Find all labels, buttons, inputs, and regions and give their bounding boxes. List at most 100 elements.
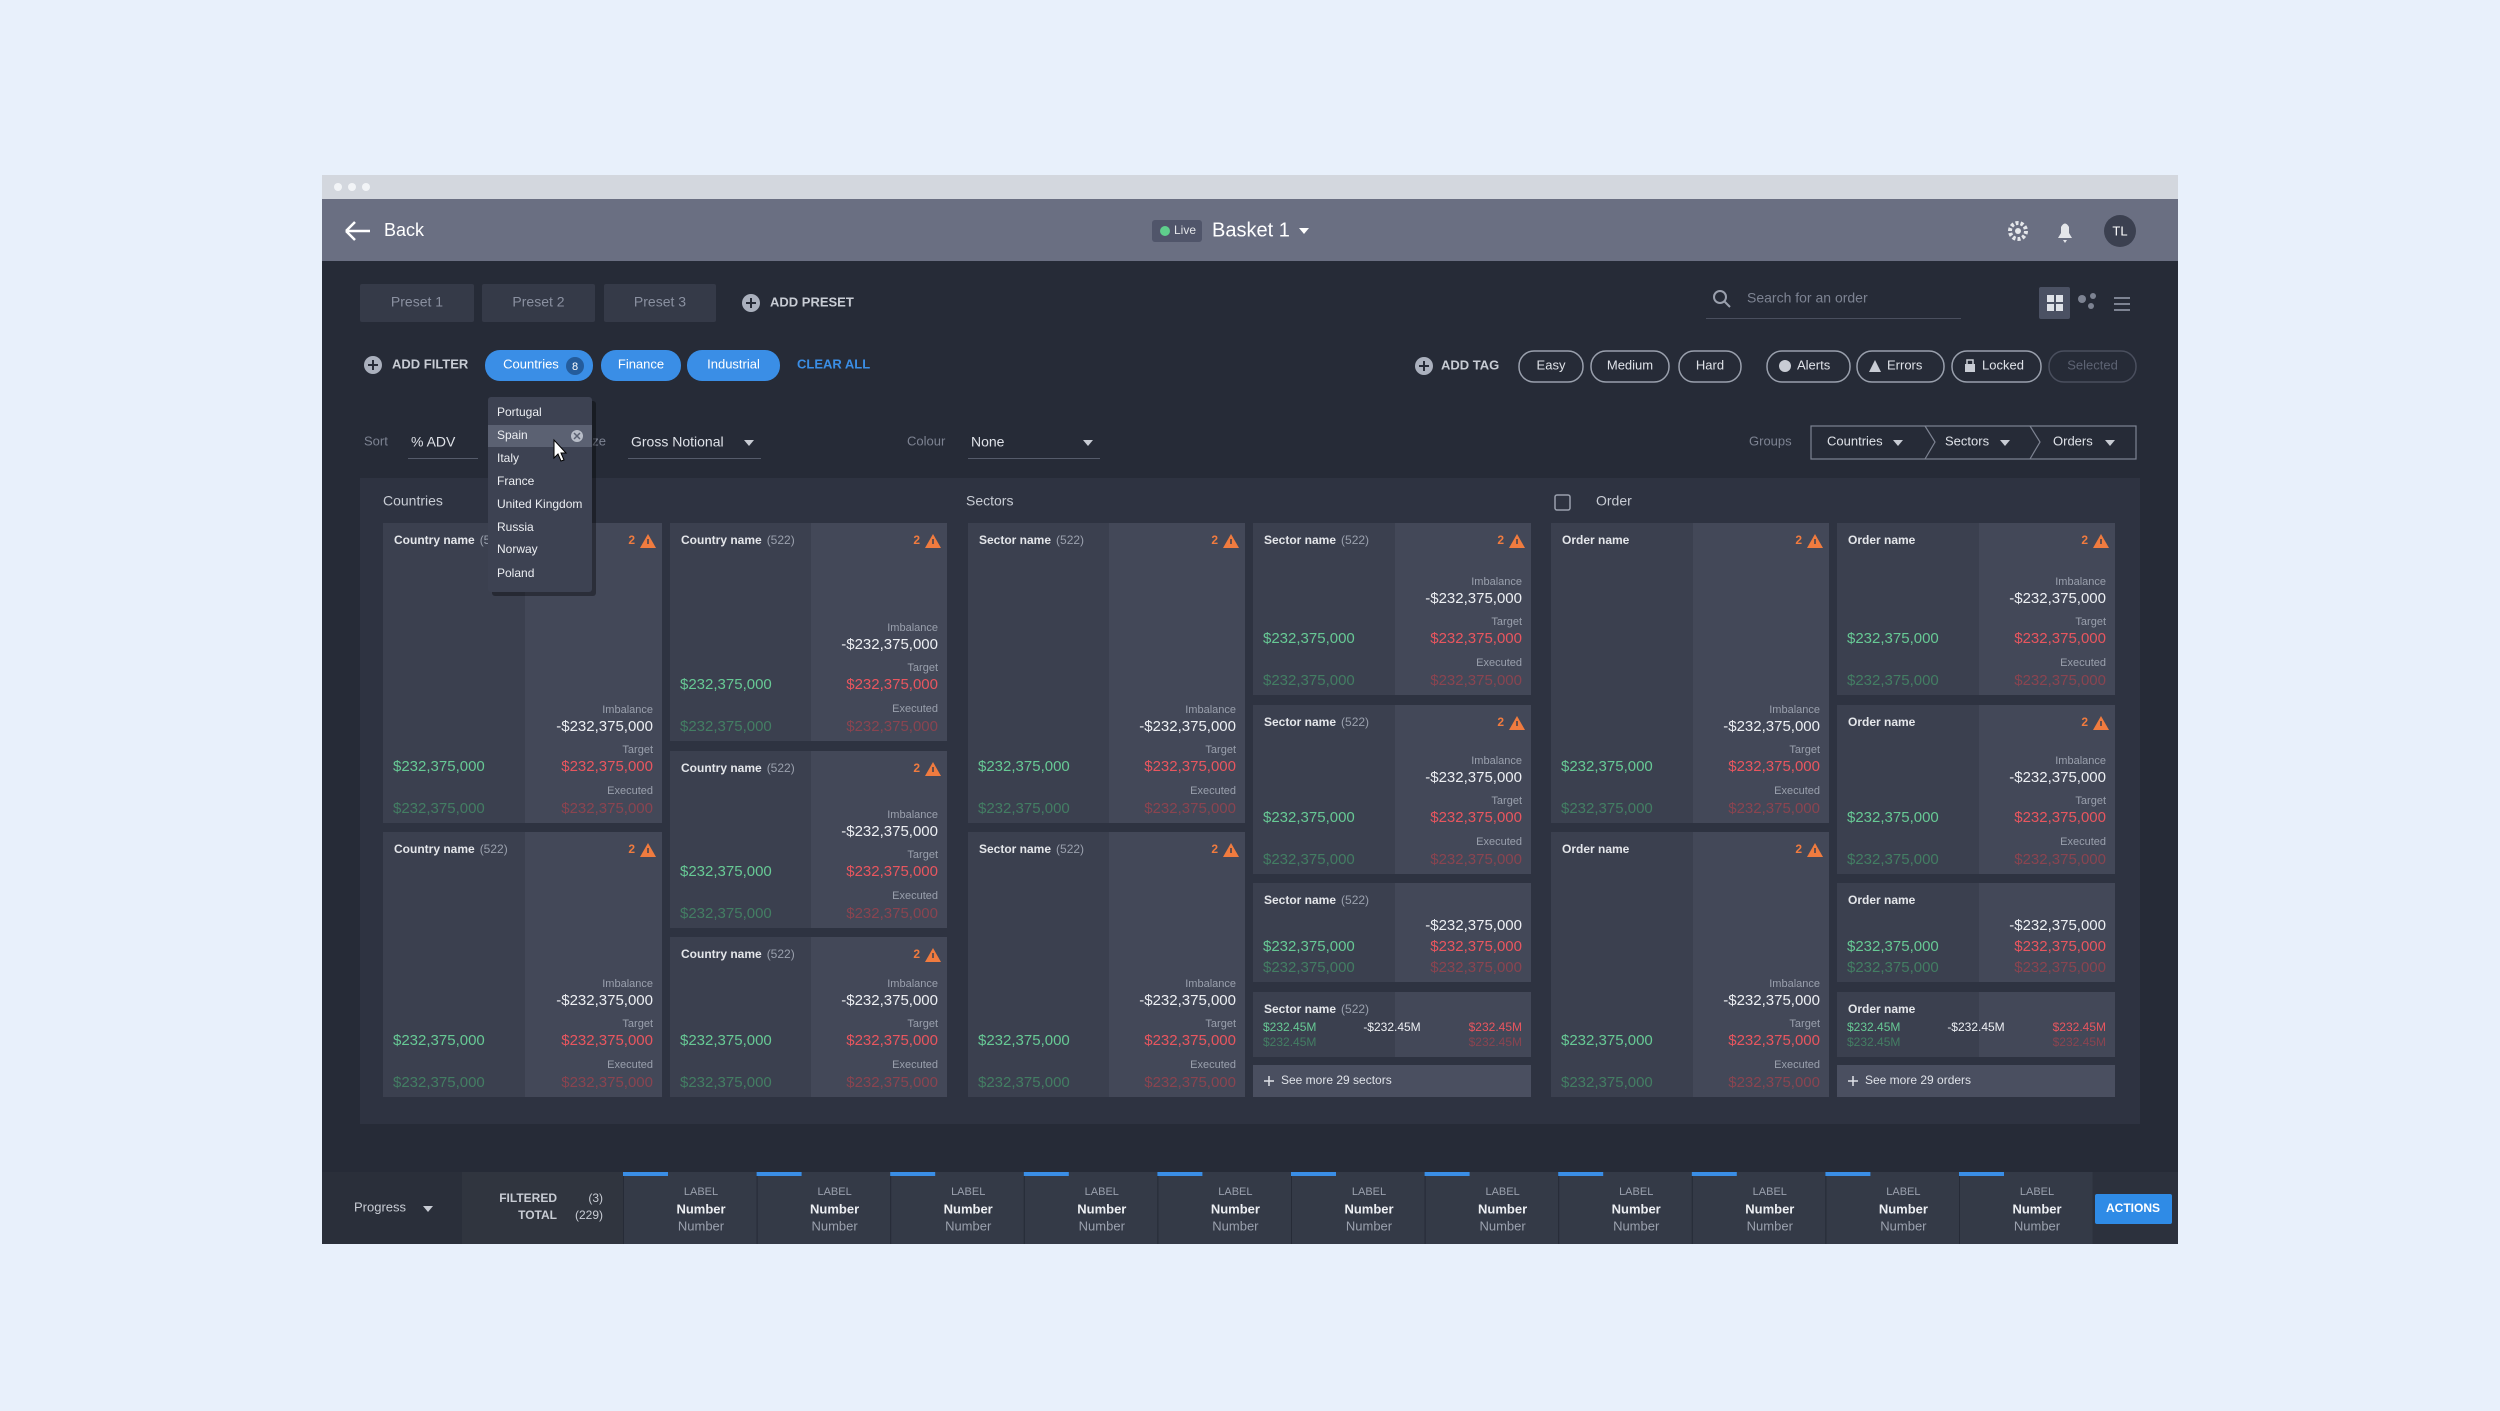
group-level[interactable]: Sectors: [1945, 433, 1990, 448]
card[interactable]: [1551, 832, 1693, 1097]
remove-x: [573, 432, 581, 440]
colour-select[interactable]: None: [971, 434, 1005, 450]
label: -$232,375,000: [1723, 718, 1820, 735]
text-part: Sector name: [979, 842, 1051, 856]
label: $232.45M: [2053, 1020, 2106, 1034]
lock-icon: [1965, 364, 1975, 372]
preset-tab[interactable]: [482, 284, 595, 322]
settings-icon[interactable]: [2008, 221, 2028, 241]
card[interactable]: [1837, 523, 1979, 695]
card-half: [1979, 523, 2115, 695]
cursor: [553, 438, 568, 462]
text-part: Order name: [1562, 533, 1630, 547]
dropdown-option[interactable]: France: [497, 474, 535, 488]
label[interactable]: ACTIONS: [2106, 1201, 2160, 1215]
search-input[interactable]: Search for an order: [1747, 290, 1868, 306]
card[interactable]: [670, 523, 811, 741]
label: $232.45M: [1469, 1035, 1522, 1049]
avatar[interactable]: [2104, 215, 2136, 247]
settings-hub: [2015, 228, 2021, 234]
add-tag[interactable]: ADD TAG: [1441, 357, 1499, 372]
dropdown-option[interactable]: Russia: [497, 520, 534, 534]
actions-button[interactable]: [2095, 1194, 2172, 1224]
label: $232,375,000: [1561, 758, 1653, 775]
status-pill[interactable]: [1856, 350, 1945, 383]
progress-select[interactable]: Progress: [354, 1199, 407, 1214]
back-link[interactable]: Back: [384, 220, 425, 240]
dropdown-option[interactable]: Poland: [497, 566, 534, 580]
filter-chip[interactable]: [485, 350, 593, 381]
basket-title[interactable]: Basket 1: [1212, 219, 1290, 241]
card[interactable]: [1837, 883, 1979, 982]
dropdown-item-selected: [488, 425, 592, 447]
card[interactable]: [1253, 992, 1395, 1057]
status-pill[interactable]: [2048, 350, 2137, 383]
status-pill[interactable]: [1766, 350, 1851, 383]
chip-count-badge: [566, 357, 584, 375]
see-more[interactable]: [1837, 1065, 2115, 1097]
select-underline: [628, 458, 761, 459]
label: -$232.45M: [1363, 1020, 1420, 1034]
filter-chip[interactable]: [687, 350, 780, 381]
see-more[interactable]: [1253, 1065, 1531, 1097]
preset-label[interactable]: Preset 3: [634, 294, 686, 310]
preset-tab[interactable]: [604, 284, 716, 322]
dropdown-option[interactable]: Spain: [497, 428, 528, 442]
card[interactable]: [670, 937, 811, 1097]
card[interactable]: [1837, 705, 1979, 874]
label: $232,375,000: [1561, 1074, 1653, 1091]
scatter-icon[interactable]: [2090, 293, 2096, 299]
dropdown-option[interactable]: United Kingdom: [497, 497, 582, 511]
card[interactable]: [670, 751, 811, 928]
status-pill[interactable]: [1951, 350, 2042, 383]
text-part: Order name: [1562, 842, 1630, 856]
tag-pill[interactable]: [1590, 350, 1670, 383]
label: Target: [1491, 616, 1522, 628]
label: Errors: [1887, 357, 1923, 372]
stat-divider: [1023, 1172, 1025, 1244]
see-more-label[interactable]: See more 29 sectors: [1281, 1073, 1392, 1087]
group-level[interactable]: Orders: [2053, 433, 2093, 448]
preset-tab[interactable]: [360, 284, 474, 322]
preset-label[interactable]: Preset 2: [512, 294, 564, 310]
dropdown-option[interactable]: Norway: [497, 542, 538, 556]
card[interactable]: [1253, 883, 1395, 982]
dropdown-option[interactable]: Italy: [497, 451, 519, 465]
scatter-icon[interactable]: [2078, 295, 2086, 303]
card[interactable]: [1253, 523, 1395, 695]
add-preset[interactable]: ADD PRESET: [770, 294, 854, 309]
see-more-label[interactable]: See more 29 orders: [1865, 1073, 1971, 1087]
tag-pill[interactable]: [1518, 350, 1584, 383]
grid-icon: [2047, 304, 2054, 311]
label: -$232,375,000: [1723, 992, 1820, 1009]
scatter-icon[interactable]: [2088, 303, 2094, 309]
card[interactable]: [968, 832, 1109, 1097]
dropdown-option[interactable]: Portugal: [497, 405, 542, 419]
label: Imbalance: [1769, 704, 1820, 716]
card[interactable]: [968, 523, 1109, 823]
card[interactable]: [1253, 705, 1395, 874]
preset-label[interactable]: Preset 1: [391, 294, 443, 310]
filter-chip[interactable]: [601, 350, 681, 381]
checkbox[interactable]: [1554, 494, 1571, 511]
stat-divider: [623, 1172, 624, 1244]
label: $232,375,000: [1263, 630, 1355, 647]
group-level[interactable]: Countries: [1827, 433, 1883, 448]
size-select[interactable]: Gross Notional: [631, 434, 724, 450]
label: $232,375,000: [561, 800, 653, 817]
tag-pill[interactable]: [1678, 350, 1742, 383]
add-filter[interactable]: ADD FILTER: [392, 356, 469, 371]
card[interactable]: [1837, 992, 1979, 1057]
stat-divider: [1424, 1172, 1426, 1244]
caret: [1893, 440, 1903, 446]
card[interactable]: [1551, 523, 1693, 823]
view-toggle-active[interactable]: [2039, 287, 2070, 319]
card[interactable]: [383, 832, 525, 1097]
sort-select[interactable]: % ADV: [411, 434, 456, 450]
grid-icon: [2056, 304, 2063, 311]
notification-icon[interactable]: [2058, 223, 2072, 244]
label: Target: [622, 744, 653, 756]
back-arrow[interactable]: [345, 221, 370, 241]
clear-all[interactable]: CLEAR ALL: [797, 356, 870, 371]
